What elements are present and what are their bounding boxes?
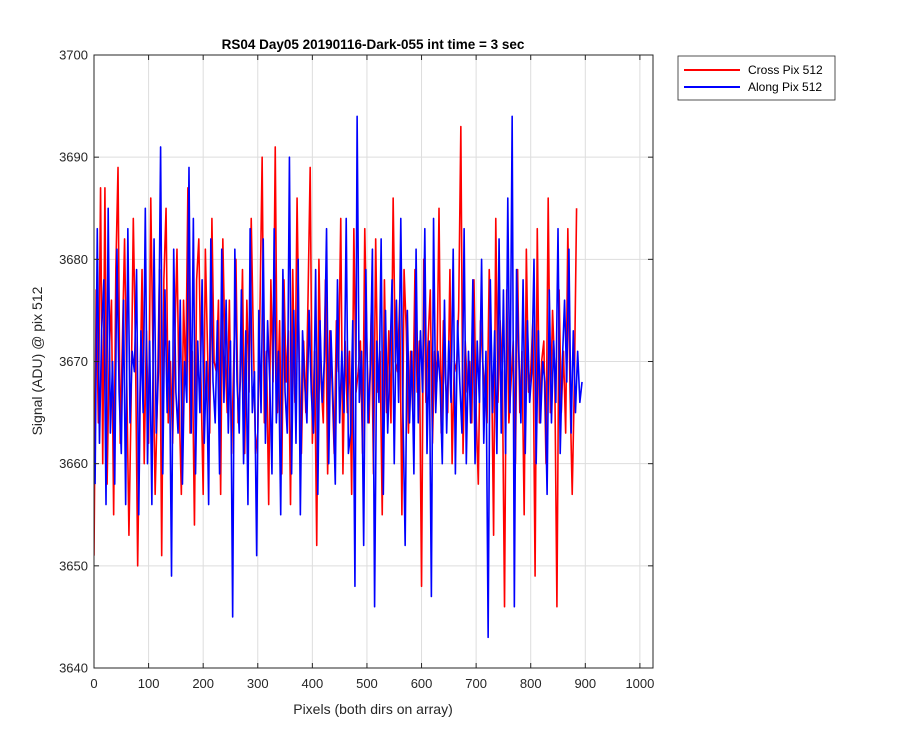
chart-title: RS04 Day05 20190116-Dark-055 int time = … <box>222 37 525 52</box>
x-axis-label: Pixels (both dirs on array) <box>293 701 453 717</box>
y-tick-label: 3680 <box>59 252 88 267</box>
x-tick-label: 100 <box>138 676 160 691</box>
x-tick-label: 300 <box>247 676 269 691</box>
legend: Cross Pix 512 Along Pix 512 <box>677 55 836 101</box>
x-tick-label: 600 <box>411 676 433 691</box>
x-tick-label: 900 <box>574 676 596 691</box>
series-line-along-pix-512 <box>94 115 583 639</box>
series-line-cross-pix-512 <box>94 125 578 608</box>
x-tick-label: 200 <box>192 676 214 691</box>
y-tick-label: 3660 <box>59 456 88 471</box>
series-layer <box>94 115 583 639</box>
y-axis-label: Signal (ADU) @ pix 512 <box>29 286 45 435</box>
x-tick-label: 0 <box>90 676 97 691</box>
y-tick-label: 3700 <box>59 48 88 63</box>
x-tick-label: 400 <box>302 676 324 691</box>
x-tick-label: 800 <box>520 676 542 691</box>
x-tick-label: 700 <box>465 676 487 691</box>
ticks: 0 100 200 300 400 500 600 700 800 900 1000 3640 3650… <box>59 48 654 692</box>
y-tick-label: 3640 <box>59 661 88 676</box>
x-tick-label: 1000 <box>625 676 654 691</box>
y-tick-label: 3650 <box>59 558 88 573</box>
legend-label-cross: Cross Pix 512 <box>748 63 823 77</box>
x-tick-label: 500 <box>356 676 378 691</box>
y-tick-label: 3670 <box>59 354 88 369</box>
y-tick-label: 3690 <box>59 150 88 165</box>
legend-box <box>677 55 836 101</box>
legend-label-along: Along Pix 512 <box>748 80 822 94</box>
